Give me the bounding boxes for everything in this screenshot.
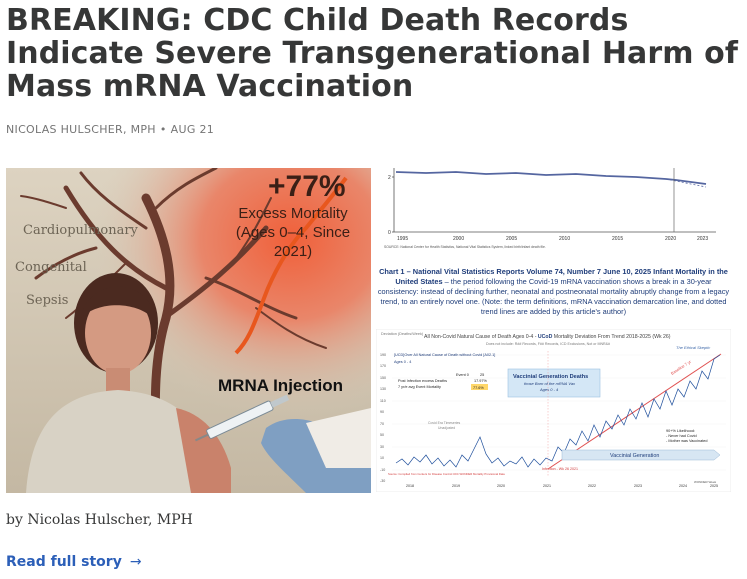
infection-label: Infection - Wk 26 2021 [542, 467, 578, 471]
x-tick-2024: 2024 [679, 484, 687, 488]
infant-mortality-chart[interactable]: 2 0 1995 2000 2005 2010 2015 2020 2023 S… [376, 168, 731, 253]
stat-25: 25 [480, 373, 484, 377]
author-byline: by Nicolas Hulscher, MPH [6, 512, 193, 528]
right-note-3: - Mother was Vaccinated [666, 439, 708, 443]
y-tick-90: 90 [380, 410, 384, 414]
vaccinial-sub2: Ages 0 - 4 [539, 387, 559, 392]
top-x-tick-2015: 2015 [612, 236, 623, 242]
x-tick-2025: 2025 [710, 484, 718, 488]
top-x-tick-2005: 2005 [506, 236, 517, 242]
cover-illustration[interactable]: +77% Excess Mortality (Ages 0–4, Since 2… [6, 168, 371, 493]
post-title[interactable]: BREAKING: CDC Child Death Records Indica… [6, 3, 739, 104]
excess-label: Excess Mortality (Ages 0–4, Since 2021) [235, 205, 351, 260]
right-note-1: 90+% Likelihood: [666, 429, 695, 433]
y-tick-70: 70 [380, 422, 384, 426]
ethical-skeptic-note: The Ethical Skeptic [676, 345, 710, 350]
injection-label: MRNA Injection [218, 376, 343, 395]
x-tick-2019: 2019 [452, 484, 460, 488]
author-link[interactable]: NICOLAS HULSCHER, MPH [6, 123, 156, 136]
post-date: AUG 21 [170, 123, 215, 136]
cause-sepsis: Sepsis [26, 293, 69, 308]
top-x-tick-2010: 2010 [559, 236, 570, 242]
y-tick-50: 50 [380, 433, 384, 437]
caption-lead: Chart 1 – National Vital Statistics Repo… [379, 267, 728, 286]
caption-body: – the period following the Covid-19 mRNA… [377, 277, 730, 316]
arrow-right-icon: → [129, 554, 142, 570]
top-x-tick-2023: 2023 [697, 236, 708, 242]
stat-event: Event 0 [456, 373, 469, 377]
y-tick-30: 30 [380, 445, 384, 449]
corner-note: WONDER Week [694, 480, 717, 484]
read-full-story-label: Read full story [6, 554, 122, 570]
post-meta: NICOLAS HULSCHER, MPH • AUG 21 [6, 123, 214, 136]
series-label: [UCD]Over All Natural Cause of Death wit… [394, 353, 495, 357]
bottom-chart-title: All Non-Covid Natural Cause of Death Age… [424, 334, 671, 340]
deviation-plot: Deviation (Deaths/Week) All Non-Covid Na… [376, 329, 731, 492]
y-tick-neg30: -30 [380, 479, 385, 483]
y-tick-10: 10 [380, 456, 384, 460]
y-axis-label: Deviation (Deaths/Week) [381, 332, 424, 336]
age-label: Ages 0 - 4 [394, 360, 411, 364]
bottom-chart-subtitle: Does not include: R## Records, F## Recor… [486, 342, 610, 346]
y-tick-150: 150 [380, 376, 386, 380]
x-tick-2020: 2020 [497, 484, 505, 488]
meta-separator: • [159, 123, 167, 136]
vaccinial-sub1: those Born of the mRNA Vax [524, 381, 576, 386]
y-tick-110: 110 [380, 399, 386, 403]
cause-cardiopulmonary: Cardiopulmonary [23, 223, 138, 238]
stat-77: 77.6% [473, 386, 484, 390]
stat-17: 17.97% [474, 379, 488, 383]
stat-avg-event: 7 yr/e avg Event Mortality [398, 385, 441, 389]
infant-mortality-plot: 2 0 1995 2000 2005 2010 2015 2020 2023 S… [384, 168, 716, 249]
left-note-2: Unadjusted [438, 426, 455, 430]
vaccinial-title: Vaccinial Generation Deaths [513, 374, 588, 380]
deviation-chart[interactable]: Deviation (Deaths/Week) All Non-Covid Na… [376, 329, 731, 492]
top-x-tick-1995: 1995 [397, 236, 408, 242]
top-x-tick-2020: 2020 [665, 236, 676, 242]
bottom-chart-footer: Source: Compiled from Centers for Diseas… [388, 472, 505, 476]
top-chart-source: SOURCE: National Center for Health Stati… [384, 245, 546, 249]
y-tick-neg10: -10 [380, 468, 385, 472]
x-tick-2021: 2021 [543, 484, 551, 488]
x-tick-2023: 2023 [634, 484, 642, 488]
stat-post-infection: Post Infection excess Deaths [398, 379, 447, 383]
top-x-tick-2000: 2000 [453, 236, 464, 242]
top-y-tick-2: 2 [388, 175, 391, 181]
left-note-1: Covid Era Timeseries [428, 421, 461, 425]
top-y-tick-0: 0 [388, 230, 391, 236]
read-full-story-link[interactable]: Read full story → [6, 554, 142, 570]
right-note-2: - Never had Covid [666, 434, 697, 438]
y-tick-190: 190 [380, 353, 386, 357]
illustration-artwork [6, 168, 371, 493]
vaccinial-generation-arrow: Vaccinial Generation [610, 453, 659, 459]
chart-caption: Chart 1 – National Vital Statistics Repo… [376, 267, 731, 317]
excess-percent: +77% [268, 170, 346, 203]
x-tick-2022: 2022 [588, 484, 596, 488]
cause-congenital: Congenital [15, 260, 87, 275]
y-tick-170: 170 [380, 364, 386, 368]
x-tick-2018: 2018 [406, 484, 414, 488]
y-tick-130: 130 [380, 387, 386, 391]
